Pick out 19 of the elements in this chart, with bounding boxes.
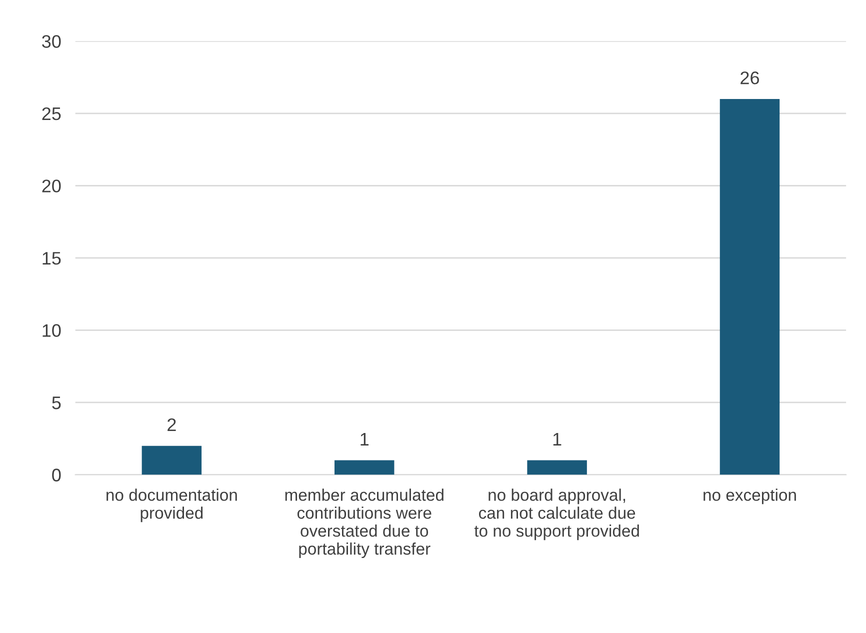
data-label: 2 [168, 418, 176, 431]
x-tick-label: no exception [704, 488, 796, 504]
x-tick-label: no documentation provided [106, 488, 237, 522]
bar [334, 460, 394, 475]
y-tick-label: 5 [52, 396, 61, 410]
x-tick-label: no board approval, can not calculate due to no support provided [474, 488, 639, 540]
x-tick-label: member accumulated contributions were overstated due to portability transfer [285, 488, 444, 558]
data-label: 1 [360, 433, 369, 446]
y-tick-label: 25 [42, 107, 61, 120]
y-tick-label: 20 [42, 180, 61, 192]
bar [527, 460, 587, 475]
y-tick-label: 30 [42, 35, 61, 48]
y-tick-label: 0 [52, 468, 61, 482]
bar [720, 98, 780, 475]
bar [142, 446, 202, 475]
data-label: 26 [740, 71, 759, 84]
data-label: 1 [553, 433, 562, 446]
y-tick-label: 10 [42, 324, 61, 337]
y-tick-label: 15 [42, 252, 61, 265]
